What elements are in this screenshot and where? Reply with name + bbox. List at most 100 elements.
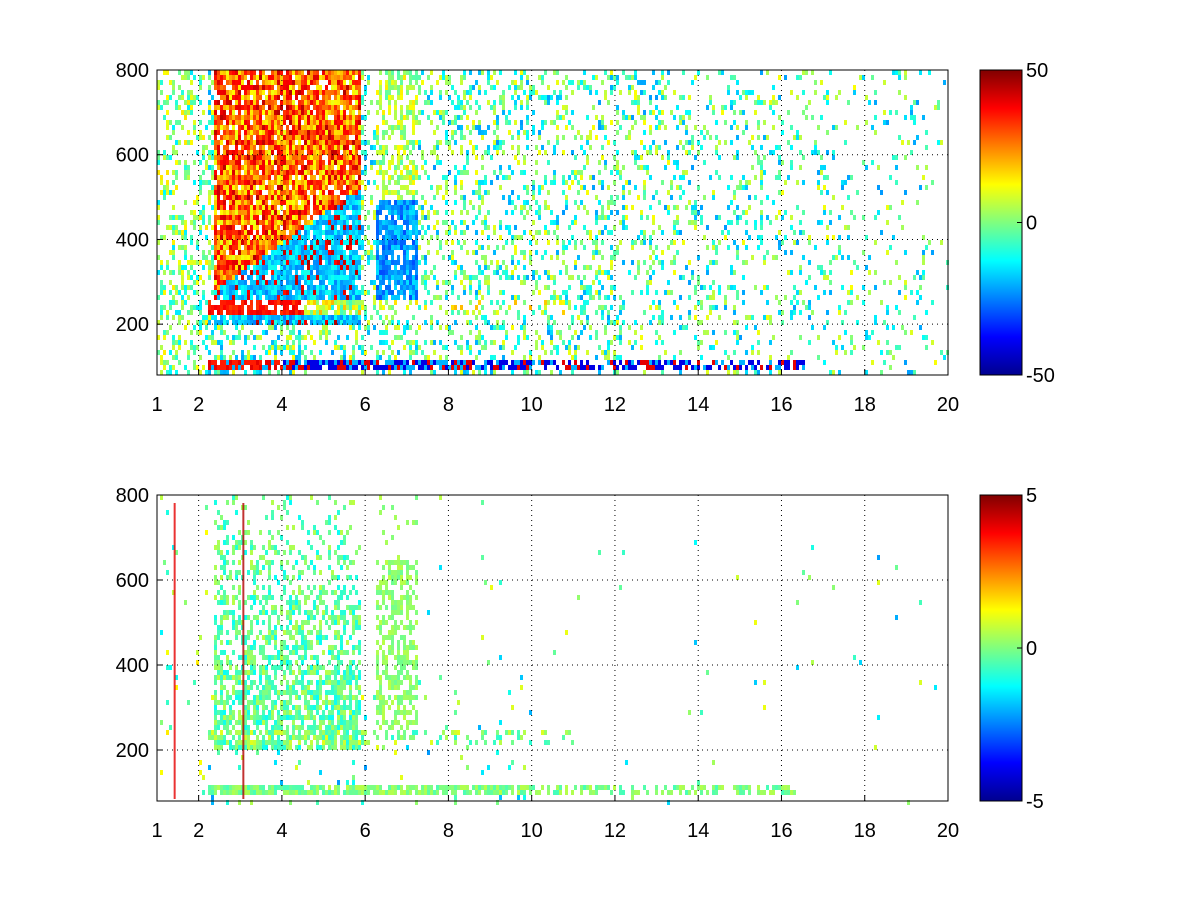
heatmap-cell (391, 125, 394, 130)
heatmap-cell (184, 75, 187, 80)
heatmap-cell (463, 240, 466, 245)
heatmap-cell (664, 140, 667, 145)
heatmap-cell (262, 195, 265, 200)
heatmap-cell (403, 220, 406, 225)
heatmap-cell (652, 270, 655, 275)
heatmap-cell (247, 295, 250, 300)
heatmap-cell (403, 325, 406, 330)
heatmap-cell (238, 215, 241, 220)
heatmap-cell (247, 220, 250, 225)
heatmap-cell (274, 285, 277, 290)
heatmap-cell (268, 255, 271, 260)
heatmap-cell (421, 360, 424, 365)
heatmap-cell (343, 175, 346, 180)
heatmap-cell (220, 370, 223, 375)
heatmap-cell (172, 315, 175, 320)
heatmap-cell (292, 350, 295, 355)
heatmap-cell (295, 150, 298, 155)
heatmap-cell (478, 185, 481, 190)
heatmap-cell (277, 290, 280, 295)
heatmap-cell (409, 105, 412, 110)
heatmap-cell (190, 70, 193, 75)
heatmap-cell (217, 370, 220, 375)
heatmap-cell (265, 305, 268, 310)
heatmap-cell (328, 190, 331, 195)
heatmap-cell (208, 135, 211, 140)
heatmap-cell (196, 345, 199, 350)
heatmap-cell (388, 250, 391, 255)
heatmap-cell (433, 295, 436, 300)
heatmap-cell (262, 285, 265, 290)
heatmap-cell (415, 300, 418, 305)
heatmap-cell (259, 220, 262, 225)
heatmap-cell (295, 290, 298, 295)
heatmap-cell (214, 145, 217, 150)
heatmap-cell (223, 155, 226, 160)
heatmap-cell (250, 245, 253, 250)
heatmap-cell (457, 365, 460, 370)
heatmap-cell (226, 210, 229, 215)
heatmap-cell (301, 225, 304, 230)
heatmap-cell (301, 125, 304, 130)
heatmap-cell (316, 250, 319, 255)
heatmap-cell (346, 265, 349, 270)
heatmap-cell (364, 325, 367, 330)
heatmap-cell (295, 185, 298, 190)
heatmap-cell (646, 290, 649, 295)
heatmap-cell (346, 230, 349, 235)
heatmap-cell (193, 125, 196, 130)
heatmap-cell (337, 170, 340, 175)
heatmap-cell (160, 310, 163, 315)
heatmap-cell (172, 90, 175, 95)
heatmap-cell (643, 190, 646, 195)
heatmap-cell (304, 155, 307, 160)
heatmap-cell (574, 305, 577, 310)
heatmap-cell (235, 290, 238, 295)
heatmap-cell (274, 130, 277, 135)
heatmap-cell (352, 155, 355, 160)
heatmap-cell (355, 310, 358, 315)
heatmap-cell (253, 85, 256, 90)
heatmap-cell (226, 280, 229, 285)
heatmap-cell (286, 180, 289, 185)
heatmap-cell (670, 290, 673, 295)
heatmap-cell (589, 285, 592, 290)
heatmap-cell (349, 215, 352, 220)
heatmap-cell (415, 245, 418, 250)
heatmap-cell (220, 200, 223, 205)
heatmap-cell (502, 320, 505, 325)
heatmap-cell (361, 100, 364, 105)
heatmap-cell (532, 125, 535, 130)
heatmap-cell (226, 160, 229, 165)
heatmap-cell (394, 200, 397, 205)
heatmap-cell (379, 365, 382, 370)
heatmap-cell (613, 225, 616, 230)
heatmap-cell (406, 365, 409, 370)
heatmap-cell (604, 355, 607, 360)
heatmap-cell (526, 105, 529, 110)
heatmap-cell (367, 330, 370, 335)
heatmap-cell (247, 190, 250, 195)
heatmap-cell (361, 170, 364, 175)
heatmap-cell (262, 75, 265, 80)
heatmap-cell (352, 80, 355, 85)
heatmap-cell (367, 255, 370, 260)
heatmap-cell (217, 295, 220, 300)
heatmap-cell (583, 245, 586, 250)
heatmap-cell (538, 75, 541, 80)
heatmap-cell (409, 200, 412, 205)
heatmap-cell (331, 155, 334, 160)
heatmap-cell (250, 315, 253, 320)
heatmap-cell (409, 260, 412, 265)
heatmap-cell (505, 360, 508, 365)
heatmap-cell (415, 170, 418, 175)
heatmap-cell (454, 185, 457, 190)
heatmap-cell (421, 215, 424, 220)
heatmap-cell (451, 330, 454, 335)
heatmap-cell (673, 230, 676, 235)
heatmap-cell (304, 250, 307, 255)
heatmap-cell (325, 340, 328, 345)
heatmap-cell (214, 235, 217, 240)
heatmap-cell (403, 210, 406, 215)
heatmap-cell (334, 220, 337, 225)
